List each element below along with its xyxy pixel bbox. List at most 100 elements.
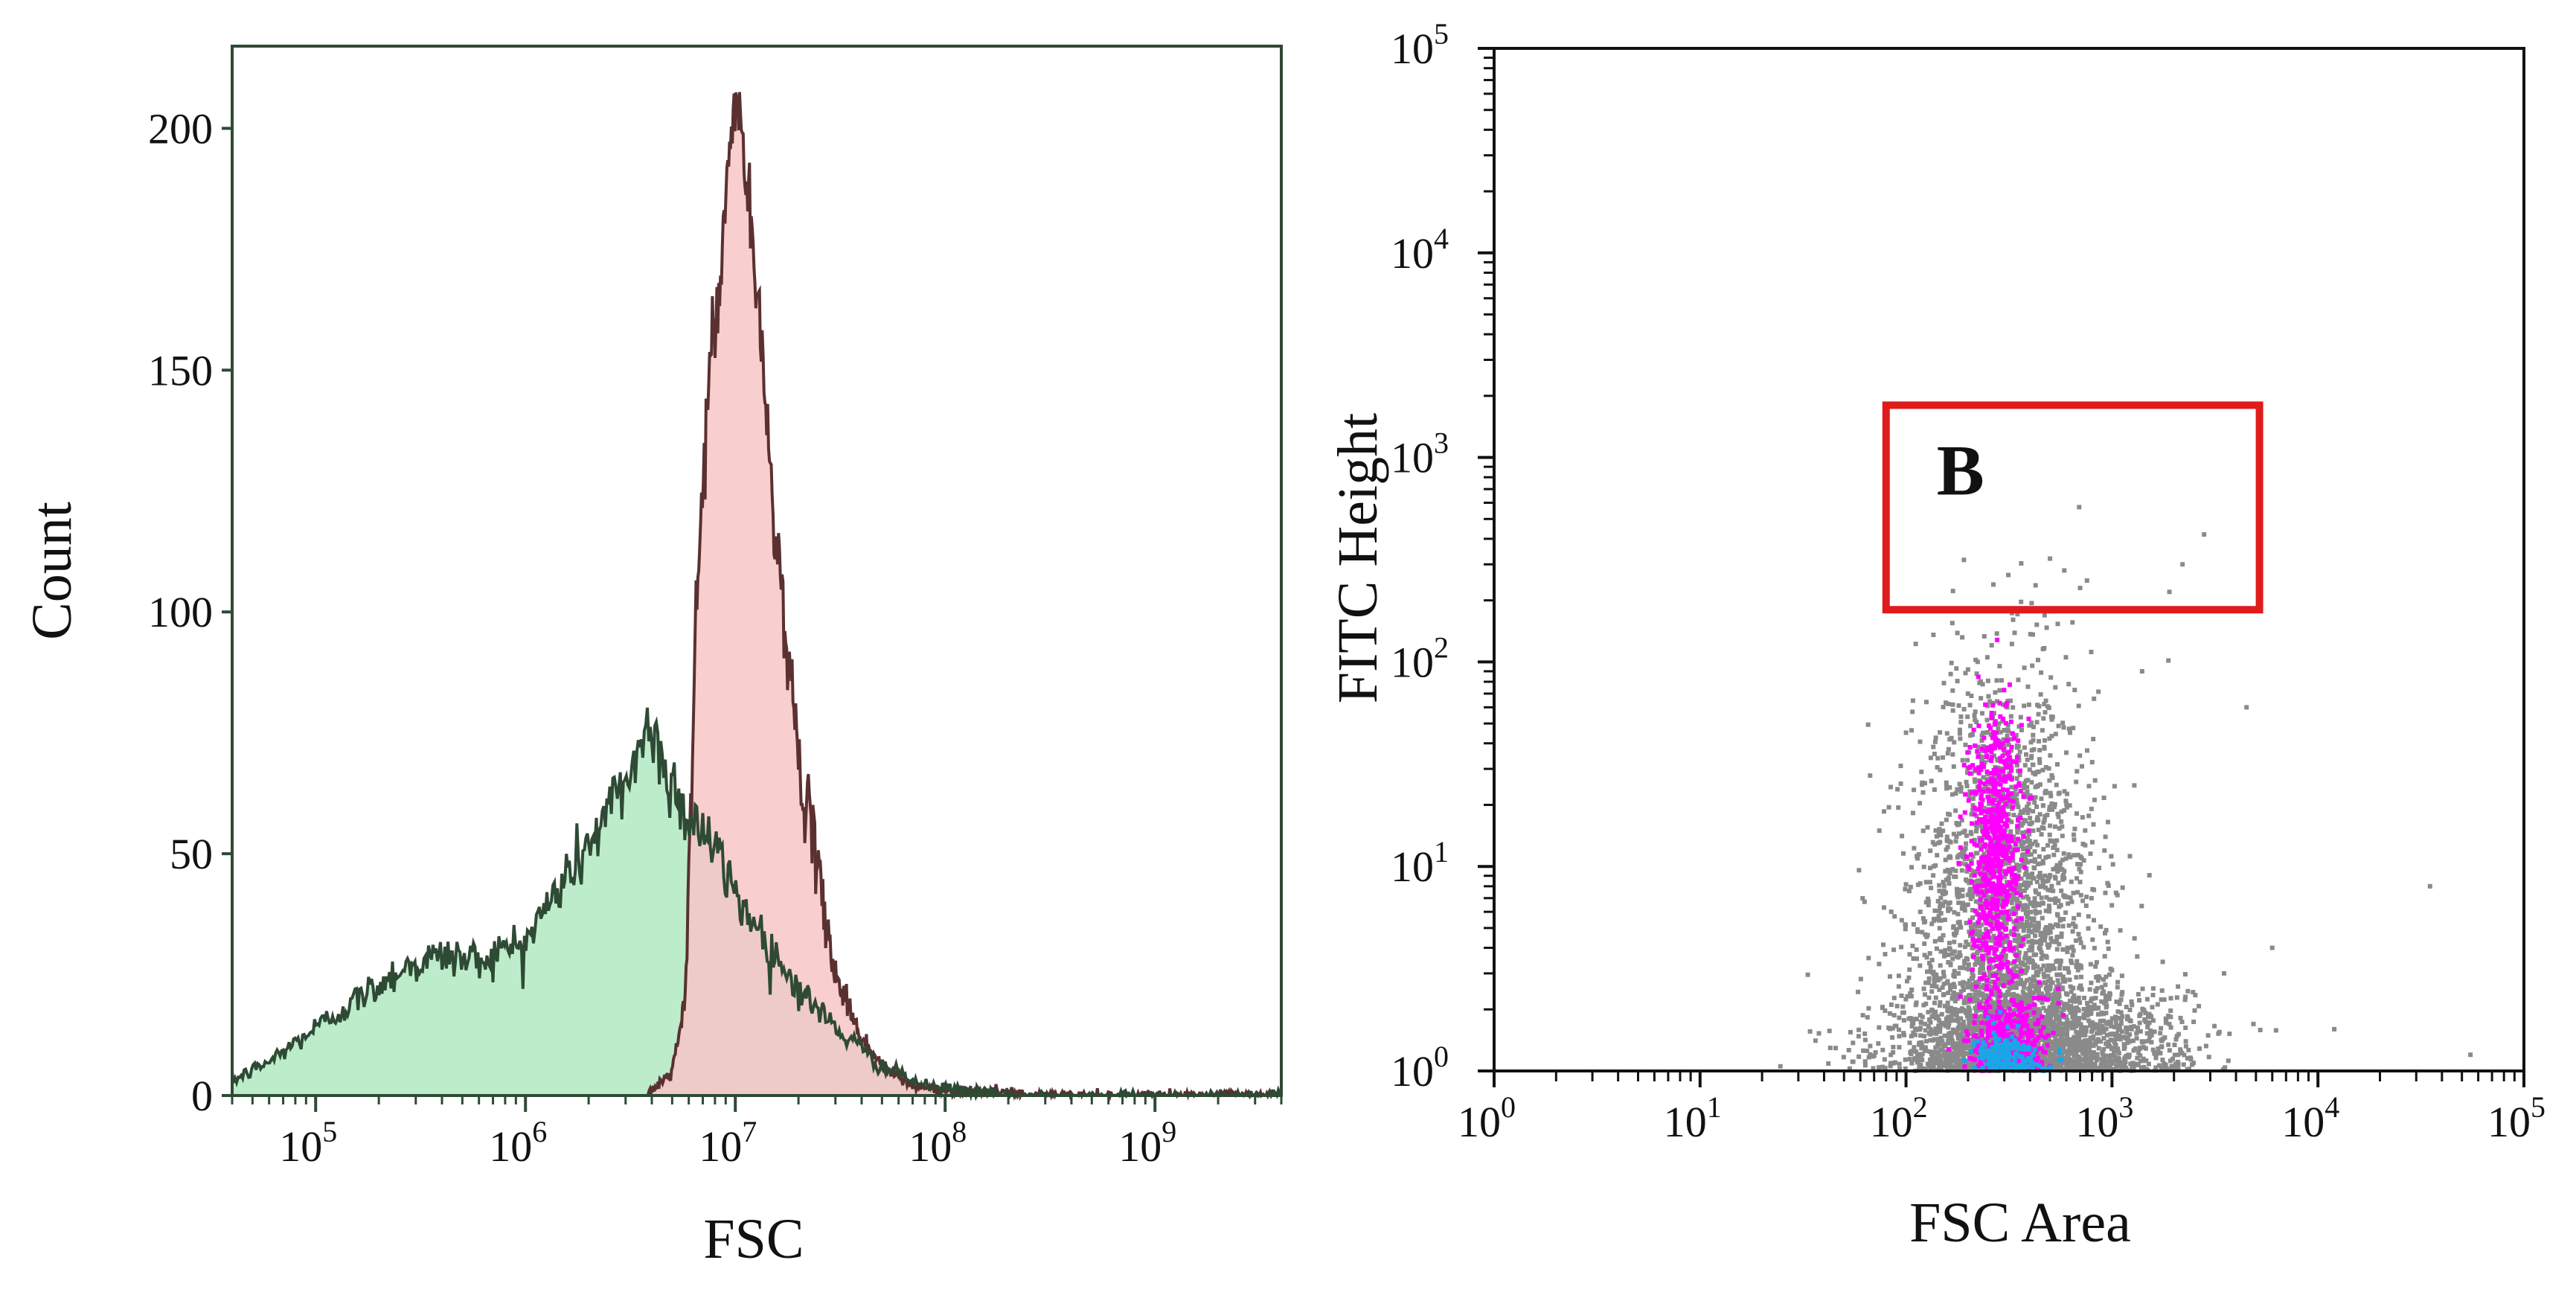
scatter-point	[2031, 809, 2036, 814]
scatter-point	[2124, 1025, 2129, 1030]
scatter-point	[2011, 946, 2016, 951]
scatter-point	[2039, 895, 2044, 901]
scatter-point	[2060, 720, 2066, 726]
scatter-point	[2059, 931, 2064, 936]
scatter-point	[2048, 823, 2053, 828]
scatter-point	[1986, 956, 1991, 961]
scatter-point	[1968, 896, 1973, 901]
scatter-point	[1960, 635, 1965, 640]
scatter-point	[2004, 895, 2009, 901]
scatter-point	[2006, 801, 2011, 805]
scatter-point	[2104, 1032, 2109, 1037]
scatter-point	[1941, 680, 1947, 685]
scatter-point	[1980, 797, 1985, 802]
scatter-point	[2012, 837, 2016, 842]
scatter-point	[2018, 924, 2023, 929]
scatter-point	[2049, 1025, 2054, 1029]
scatter-point	[2022, 872, 2028, 877]
scatter-point	[1955, 1036, 1961, 1041]
scatter-point	[1927, 1017, 1932, 1022]
scatter-point	[2026, 933, 2031, 938]
scatter-point	[1994, 678, 1999, 683]
scatter-point	[2054, 959, 2059, 964]
scatter-point	[2086, 813, 2092, 819]
scatter-point	[2030, 947, 2034, 953]
scatter-point	[1996, 800, 2002, 805]
scatter-point	[2092, 1026, 2097, 1031]
scatter-point	[2102, 953, 2107, 959]
scatter-point	[2079, 1026, 2084, 1032]
scatter-point	[2115, 1046, 2121, 1052]
scatter-point	[2091, 1036, 2096, 1040]
scatter-point	[1935, 1043, 1940, 1049]
scatter-point	[2051, 1020, 2057, 1025]
scatter-point	[1964, 784, 1970, 789]
scatter-point	[1961, 998, 1967, 1003]
scatter-point	[1978, 985, 1983, 990]
scatter-point	[1973, 962, 1978, 967]
scatter-point	[2146, 1014, 2150, 1020]
scatter-point	[2020, 1037, 2025, 1042]
scatter-point	[2042, 613, 2047, 618]
scatter-point	[1888, 784, 1893, 790]
scatter-point	[2159, 988, 2165, 993]
scatter-point	[2069, 899, 2074, 904]
scatter-point	[2086, 926, 2091, 931]
scatter-point	[2060, 985, 2065, 991]
scatter-point	[1967, 745, 1973, 749]
scatter-point	[2060, 834, 2065, 839]
scatter-point	[1966, 798, 1971, 803]
scatter-point	[1938, 895, 1944, 901]
scatter-point	[2092, 1002, 2097, 1008]
scatter-point	[2036, 769, 2041, 774]
scatter-point	[2121, 1042, 2127, 1047]
scatter-point	[2021, 794, 2026, 799]
scatter-point	[2223, 1065, 2228, 1070]
scatter-point	[2040, 953, 2045, 958]
scatter-point	[2031, 632, 2035, 637]
scatter-point	[1938, 976, 1943, 981]
scatter-point	[2115, 985, 2120, 990]
scatter-point	[1977, 788, 1982, 793]
scatter-point	[1959, 868, 1964, 873]
scatter-point	[2028, 901, 2033, 906]
scatter-point	[2273, 1028, 2278, 1033]
scatter-point	[2016, 782, 2022, 787]
scatter-point	[1942, 953, 1947, 959]
scatter-point	[1942, 917, 1947, 922]
scatter-point	[1974, 1028, 1979, 1033]
scatter-point	[2153, 1065, 2159, 1070]
scatter-point	[1981, 956, 1986, 962]
scatter-point	[1967, 880, 1972, 886]
scatter-point	[1983, 860, 1988, 865]
scatter-point	[2042, 873, 2048, 878]
scatter-point	[1993, 973, 1999, 978]
scatter-point	[2057, 1037, 2063, 1043]
scatter-point	[1936, 1052, 1941, 1057]
scatter-point	[2092, 887, 2097, 892]
scatter-point	[1976, 912, 1981, 917]
scatter-point	[1981, 892, 1987, 898]
scatter-point	[1937, 1003, 1942, 1008]
scatter-point	[2027, 916, 2032, 921]
scatter-point	[1997, 956, 2002, 962]
scatter-point	[2054, 838, 2060, 843]
scatter-point	[2019, 996, 2024, 1001]
scatter-point	[1891, 1050, 1896, 1055]
scatter-point	[2016, 805, 2021, 810]
scatter-point	[2130, 1061, 2136, 1066]
scatter-point	[2011, 948, 2016, 953]
scatter-point	[2123, 1060, 2128, 1064]
scatter-point	[1950, 956, 1955, 962]
scatter-point	[2035, 1014, 2040, 1019]
scatter-point	[1907, 952, 1912, 957]
scatter-point	[1975, 1021, 1980, 1026]
scatter-point	[2100, 1049, 2105, 1055]
scatter-point	[1903, 997, 1909, 1002]
scatter-point	[1915, 854, 1920, 859]
scatter-point	[2009, 838, 2014, 843]
scatter-point	[2080, 764, 2084, 769]
scatter-point	[2051, 1012, 2056, 1017]
scatter-point	[2068, 730, 2072, 735]
scatter-point	[2126, 1055, 2131, 1060]
